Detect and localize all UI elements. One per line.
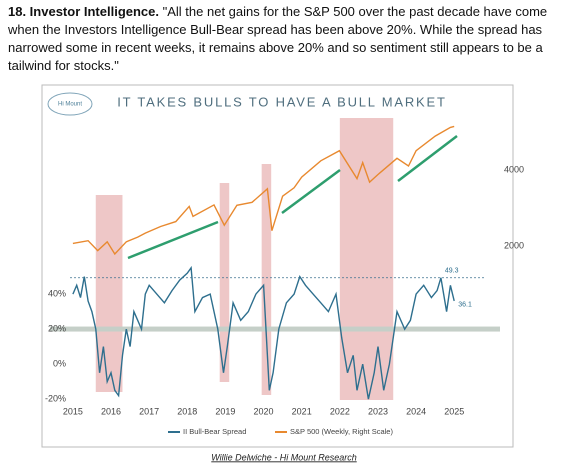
shaded-period (95, 195, 123, 392)
y-tick-label: -20% (45, 393, 66, 403)
x-tick-label: 2021 (292, 406, 312, 416)
trend-line (281, 168, 341, 215)
x-tick-label: 2015 (63, 406, 83, 416)
x-tick-label: 2022 (330, 406, 350, 416)
legend-label: S&P 500 (Weekly, Right Scale) (290, 427, 393, 436)
shaded-period (219, 183, 230, 382)
paragraph: 18. Investor Intelligence. "All the net … (8, 3, 556, 75)
x-tick-label: 2016 (101, 406, 121, 416)
y-tick-label: 40% (48, 288, 66, 298)
x-tick-label: 2025 (444, 406, 464, 416)
trend-line (397, 135, 458, 182)
y2-tick-label: 2000 (504, 240, 524, 250)
shaded-period (339, 118, 394, 400)
y-tick-label: 0% (53, 358, 66, 368)
chart-title: IT TAKES BULLS TO HAVE A BULL MARKET (117, 94, 446, 109)
series-line (72, 265, 455, 400)
logo-text: Hi Mount (58, 102, 82, 108)
threshold-band (50, 326, 500, 332)
trend-line (127, 220, 219, 260)
y-tick-label: 20% (48, 323, 66, 333)
x-tick-label: 2020 (254, 406, 274, 416)
shaded-period (261, 164, 272, 395)
annotation-label: 36.1 (458, 302, 472, 309)
y2-tick-label: 4000 (504, 164, 524, 174)
logo (47, 92, 93, 116)
heading: 18. Investor Intelligence. (8, 4, 159, 19)
caption: Willie Delwiche - Hi Mount Research (211, 452, 356, 462)
annotation-label: 49.3 (445, 268, 459, 275)
body-text: "All the net gains for the S&P 500 over … (8, 4, 548, 73)
series-line (72, 125, 455, 256)
x-tick-label: 2018 (177, 406, 197, 416)
x-tick-label: 2024 (406, 406, 426, 416)
x-tick-label: 2023 (368, 406, 388, 416)
legend-label: II Bull-Bear Spread (183, 427, 246, 436)
x-tick-label: 2019 (215, 406, 235, 416)
x-tick-label: 2017 (139, 406, 159, 416)
